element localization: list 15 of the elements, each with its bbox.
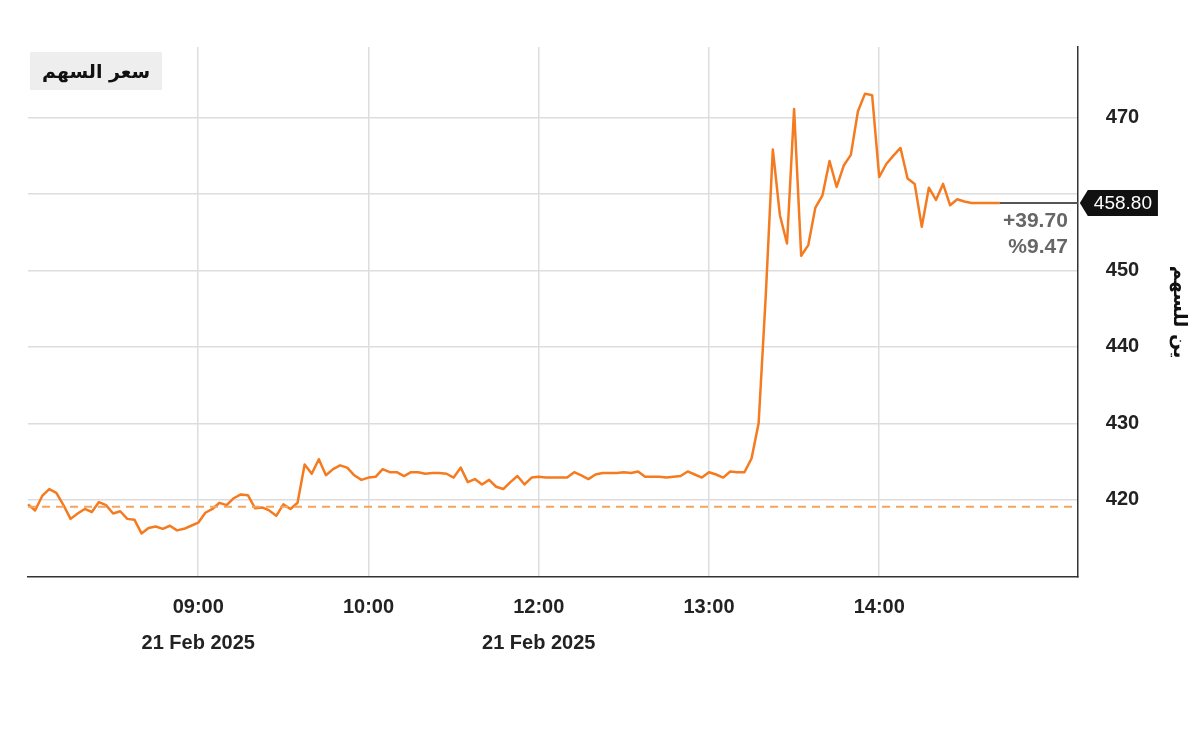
x-tick-label: 14:00 (853, 594, 905, 617)
x-tick-label: 09:00 21 Feb 2025 (141, 594, 255, 653)
y-tick-label: 470 (1105, 104, 1140, 127)
x-tick-label: 12:00 21 Feb 2025 (482, 594, 596, 653)
y-tick-label: 440 (1105, 334, 1140, 357)
y-tick-label: 450 (1105, 257, 1140, 280)
x-tick-label: 10:00 (342, 594, 395, 617)
annotation: +39.70 (1003, 208, 1068, 232)
x-tick-label: 13:00 (683, 594, 735, 617)
text: سعر السهم (30, 52, 163, 90)
y-tick-label: 420 (1105, 487, 1140, 510)
annotation: %9.47 (1008, 234, 1068, 258)
y-axis-title: ين للسهم (1168, 265, 1192, 359)
ref-line-label: 458.80 (1093, 192, 1152, 214)
y-tick-label: 430 (1105, 410, 1140, 433)
